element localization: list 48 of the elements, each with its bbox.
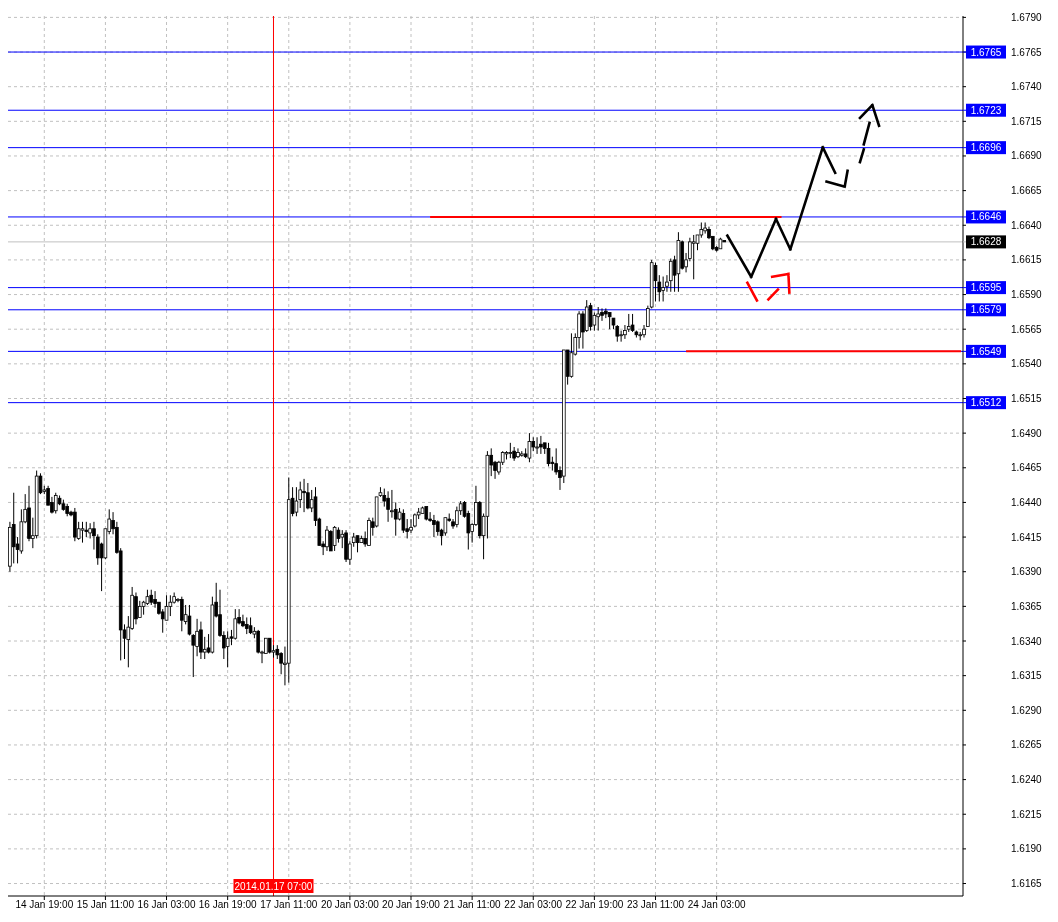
y-tick-label: 1.6265: [1011, 739, 1043, 751]
y-tick-label: 1.6540: [1011, 358, 1043, 370]
x-tick-label: 16 Jan 03:00: [137, 899, 196, 910]
y-tick-label: 1.6365: [1011, 600, 1043, 612]
y-tick-label: 1.6390: [1011, 566, 1043, 578]
x-tick-label: 24 Jan 03:00: [687, 899, 746, 910]
y-tick-label: 1.6190: [1011, 843, 1043, 855]
y-tick-label: 1.6715: [1011, 115, 1043, 127]
y-tick-label: 1.6765: [1011, 46, 1043, 58]
x-tick-label: 23 Jan 11:00: [626, 899, 685, 910]
y-tick-label: 1.6615: [1011, 254, 1043, 266]
y-tick-label: 1.6790: [1011, 11, 1043, 23]
ref-line-label: 1.6696: [970, 142, 1002, 154]
y-tick-label: 1.6290: [1011, 704, 1043, 716]
x-tick-label: 17 Jan 11:00: [260, 899, 318, 910]
ref-line-label: 1.6646: [970, 211, 1002, 223]
x-tick-label: 2014.01.17 07:00: [234, 880, 313, 892]
ref-line-label: 1.6723: [970, 104, 1002, 116]
x-tick-label: 20 Jan 19:00: [382, 899, 441, 910]
x-tick-label: 14 Jan 19:00: [15, 899, 74, 910]
y-tick-label: 1.6515: [1011, 392, 1043, 404]
y-tick-label: 1.6440: [1011, 496, 1043, 508]
y-tick-label: 1.6165: [1011, 878, 1043, 890]
y-tick-label: 1.6690: [1011, 150, 1043, 162]
ref-line-label: 1.6549: [970, 345, 1002, 357]
ref-line-label: 1.6628: [970, 236, 1002, 248]
y-tick-label: 1.6215: [1011, 808, 1043, 820]
x-tick-label: 22 Jan 19:00: [565, 899, 624, 910]
y-tick-label: 1.6340: [1011, 635, 1043, 647]
y-tick-label: 1.6465: [1011, 462, 1043, 474]
x-tick-label: 15 Jan 11:00: [76, 899, 135, 910]
y-tick-label: 1.6640: [1011, 219, 1043, 231]
y-tick-label: 1.6565: [1011, 323, 1043, 335]
ref-line-label: 1.6595: [970, 282, 1002, 294]
y-tick-label: 1.6590: [1011, 289, 1043, 301]
ref-line-label: 1.6512: [970, 397, 1002, 409]
y-tick-label: 1.6665: [1011, 185, 1043, 197]
x-tick-label: 16 Jan 19:00: [198, 899, 257, 910]
y-tick-label: 1.6315: [1011, 670, 1043, 682]
x-tick-label: 22 Jan 03:00: [504, 899, 563, 910]
y-tick-label: 1.6415: [1011, 531, 1043, 543]
ref-line-label: 1.6765: [970, 46, 1002, 58]
x-tick-label: 20 Jan 03:00: [320, 899, 380, 910]
y-tick-label: 1.6740: [1011, 81, 1043, 93]
y-tick-label: 1.6490: [1011, 427, 1043, 439]
x-tick-label: 21 Jan 11:00: [443, 899, 502, 910]
ref-line-label: 1.6579: [970, 304, 1002, 316]
y-tick-label: 1.6240: [1011, 774, 1043, 786]
